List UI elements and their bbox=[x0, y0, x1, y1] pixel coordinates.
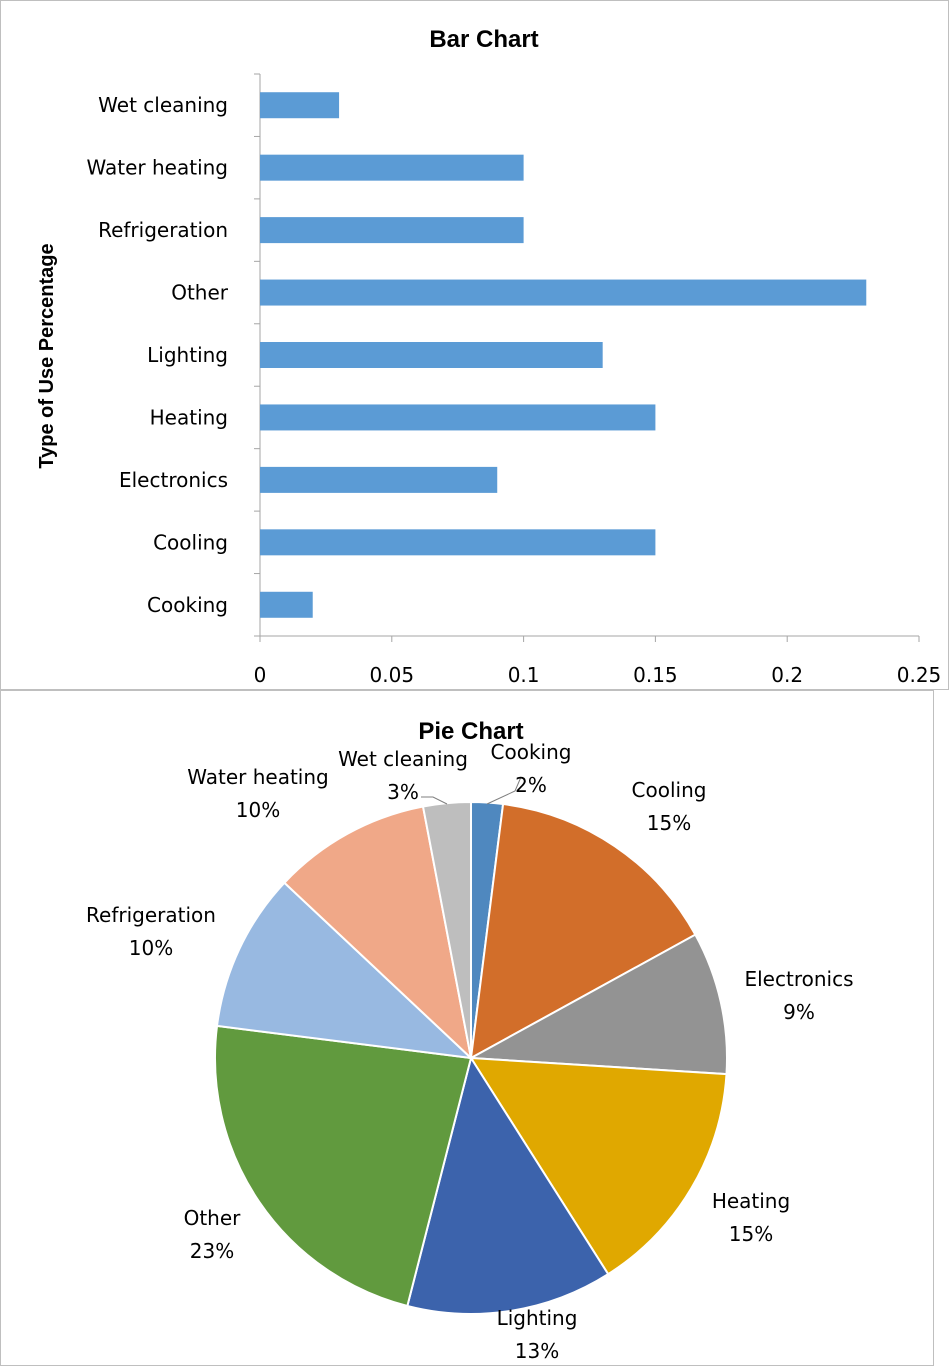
y-category-label: Heating bbox=[150, 405, 228, 429]
y-category-label: Cooking bbox=[147, 593, 228, 617]
bar-wet-cleaning bbox=[260, 92, 340, 119]
pie-chart-panel: Pie Chart Cooking 2% Cooling 15% Electronics… bbox=[0, 690, 934, 1366]
pie-slice-refrigeration bbox=[215, 881, 474, 1060]
x-tick-label: 0 bbox=[254, 663, 267, 687]
pie-slice-label: Electronics bbox=[744, 967, 853, 991]
pie-slice-wet-cleaning bbox=[421, 800, 472, 1059]
pie-slice-percent: 10% bbox=[129, 936, 173, 960]
pie-slice-label: Cooling bbox=[632, 778, 707, 802]
x-tick-label: 0.05 bbox=[370, 663, 415, 687]
y-category-label: Electronics bbox=[119, 468, 228, 492]
pie-slice-cooling bbox=[469, 802, 697, 1060]
pie-slice-heating bbox=[469, 1056, 728, 1276]
pie-slice-label: Heating bbox=[712, 1189, 790, 1213]
bar-cooking bbox=[260, 591, 313, 618]
pie-slice-label: Refrigeration bbox=[86, 903, 216, 927]
pie-slice-percent: 15% bbox=[729, 1222, 773, 1246]
pie-chart: Pie Chart Cooking 2% Cooling 15% Electronics… bbox=[86, 718, 853, 1363]
x-tick-label: 0.25 bbox=[897, 663, 942, 687]
pie-leader-line bbox=[486, 776, 522, 805]
x-tick-label: 0.15 bbox=[633, 663, 678, 687]
bar-heating bbox=[260, 404, 656, 431]
y-category-label: Refrigeration bbox=[98, 218, 228, 242]
y-category-label: Water heating bbox=[87, 156, 228, 180]
pie-slice-percent: 3% bbox=[387, 780, 419, 804]
pie-slice-label: Lighting bbox=[497, 1306, 578, 1330]
pie-slice-label: Wet cleaning bbox=[338, 747, 468, 771]
bar-cooling bbox=[260, 529, 656, 556]
pie-slice-lighting bbox=[406, 1055, 610, 1315]
x-tick-label: 0.1 bbox=[508, 663, 540, 687]
bar-chart: Bar Chart Type of Use Percentage 0 0.05 0.… bbox=[36, 26, 942, 687]
pie-slice-percent: 13% bbox=[515, 1339, 559, 1363]
pie-slice-label: Cooking bbox=[491, 740, 572, 764]
pie-slice-water-heating bbox=[282, 805, 473, 1061]
y-category-label: Cooling bbox=[153, 530, 228, 554]
pie-slice-percent: 23% bbox=[190, 1239, 234, 1263]
pie-slice-label: Water heating bbox=[187, 765, 328, 789]
pie-chart-title: Pie Chart bbox=[418, 718, 523, 745]
y-category-label: Lighting bbox=[147, 343, 228, 367]
pie-slice-percent: 9% bbox=[783, 1000, 815, 1024]
bar-electronics bbox=[260, 466, 498, 493]
pie-slice-percent: 15% bbox=[647, 811, 691, 835]
bar-chart-title: Bar Chart bbox=[429, 26, 538, 53]
y-category-label: Other bbox=[171, 281, 229, 305]
pie-slice-percent: 2% bbox=[515, 773, 547, 797]
bar-other bbox=[260, 279, 867, 306]
pie-slice-electronics bbox=[467, 933, 728, 1076]
bar-chart-panel: Bar Chart Type of Use Percentage 0 0.05 0.… bbox=[0, 0, 949, 690]
bar-water-heating bbox=[260, 154, 524, 181]
y-category-label: Wet cleaning bbox=[98, 93, 228, 117]
x-tick-label: 0.2 bbox=[771, 663, 803, 687]
bar-refrigeration bbox=[260, 217, 524, 244]
bar-lighting bbox=[260, 342, 603, 368]
bar-chart-y-axis-label: Type of Use Percentage bbox=[36, 243, 58, 468]
pie-slice-percent: 10% bbox=[236, 798, 280, 822]
pie-slice-label: Other bbox=[184, 1206, 242, 1230]
pie-leader-line bbox=[421, 796, 448, 805]
pie-slice-other bbox=[214, 1024, 473, 1308]
